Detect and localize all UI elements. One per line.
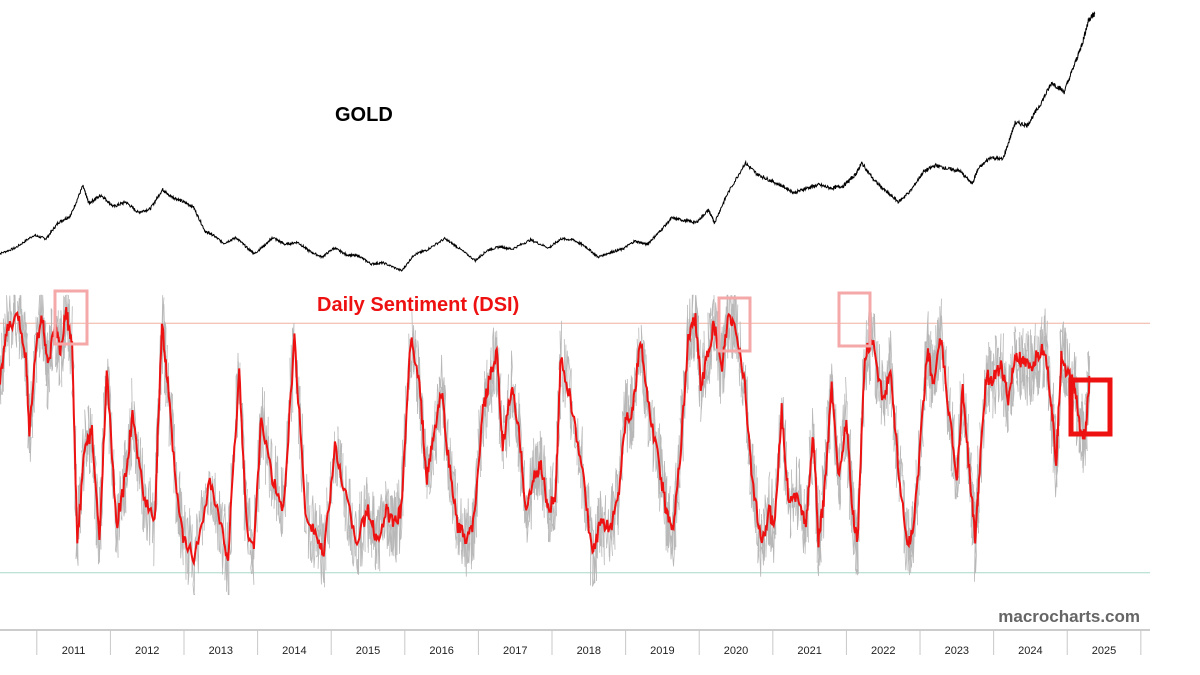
highlight-box-2011 — [53, 289, 89, 346]
x-tick-label-2015: 2015 — [356, 645, 380, 657]
x-tick-label-2011: 2011 — [62, 645, 86, 657]
watermark: macrocharts.com — [998, 607, 1140, 626]
x-tick-label-2022: 2022 — [871, 645, 895, 657]
dsi-panel — [0, 307, 1091, 567]
dsi-raw-series — [0, 294, 1091, 596]
x-tick-label-2017: 2017 — [503, 645, 527, 657]
x-axis: 2011 2012 2013 2014 2015 2016 2017 2018 2019 2020… — [0, 629, 1150, 657]
x-tick-label-2023: 2023 — [945, 645, 969, 657]
highlight-box-2025 — [1068, 377, 1113, 437]
x-tick-label-2014: 2014 — [282, 645, 306, 657]
x-tick-label-2020: 2020 — [724, 645, 748, 657]
dsi-smoothed-line — [0, 307, 1091, 567]
x-tick-label-2025: 2025 — [1092, 645, 1116, 657]
highlight-box-2021 — [837, 291, 872, 348]
dsi-raw-line — [0, 294, 1091, 596]
x-tick-label-2012: 2012 — [135, 645, 159, 657]
x-tick-label-2018: 2018 — [577, 645, 601, 657]
highlight-box-2020 — [717, 296, 752, 353]
gold-label: GOLD — [335, 104, 393, 126]
x-tick-label-2021: 2021 — [797, 645, 821, 657]
dsi-label: Daily Sentiment (DSI) — [317, 294, 519, 316]
x-tick-label-2016: 2016 — [429, 645, 453, 657]
x-tick-label-2013: 2013 — [209, 645, 233, 657]
dsi-highlight-boxes — [53, 289, 1113, 437]
gold-panel — [0, 11, 1096, 272]
x-tick-label-2024: 2024 — [1018, 645, 1042, 657]
x-tick-label-2019: 2019 — [650, 645, 674, 657]
gold-price-line — [0, 11, 1096, 272]
